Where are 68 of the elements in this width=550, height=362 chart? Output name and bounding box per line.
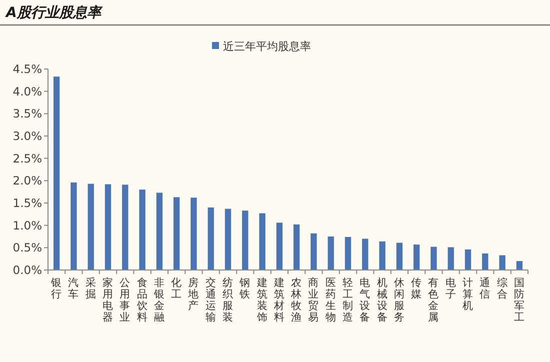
bar [70,182,77,270]
bar [293,224,300,270]
x-tick-label: 汽车 [68,277,80,300]
x-tick-label: 通信 [480,276,491,300]
y-tick-label: 0.0% [12,263,42,277]
bar [499,255,506,270]
x-tick-label: 家用电器 [102,276,114,324]
y-tick-label: 3.0% [12,129,42,143]
y-tick-label: 2.5% [12,151,42,166]
x-tick-label: 建筑装饰 [256,276,268,324]
x-tick-label: 机械设备 [376,277,388,324]
bar [259,213,266,270]
bar [344,236,352,270]
x-tick-label: 食品饮料 [136,277,148,324]
y-tick-label: 2.0% [12,174,42,188]
bar [208,207,214,270]
bar [173,197,180,270]
x-tick-label: 建筑材料 [272,276,285,324]
y-tick-label: 4.5% [12,62,42,76]
x-tick-label: 纺织服装 [222,276,234,324]
x-tick-label: 商业贸易 [308,276,320,324]
bar [242,210,248,270]
x-tick-label: 国防军工 [514,277,525,324]
x-tick-label: 计算机 [462,276,474,312]
x-tick-label: 电气设备 [360,276,371,324]
bar [328,236,334,270]
bar [104,184,112,270]
x-tick-label: 交通运输 [205,276,216,324]
bar [430,246,437,270]
x-tick-label: 采掘 [85,276,96,300]
bar [516,261,523,270]
bar [362,238,368,270]
x-tick-label: 钢铁 [238,277,251,300]
bar [276,222,283,270]
bar [310,233,317,270]
bar [224,208,232,270]
x-tick-label: 非银金融 [152,276,165,324]
x-tick-label: 农林牧渔 [290,277,302,324]
bar [482,253,488,270]
bar [156,192,163,270]
y-tick-label: 0.5% [12,240,42,255]
x-tick-label: 医药生物 [325,277,336,324]
x-tick-label: 银行 [50,277,62,300]
x-tick-label: 休闲服务 [394,277,405,324]
x-tick-label: 化工 [171,277,182,300]
bar [139,190,146,270]
y-tick-label: 1.5% [12,196,42,210]
x-tick-label: 房地产 [187,276,200,312]
y-tick-label: 1.0% [12,218,42,232]
x-tick-label: 轻工制造 [342,277,354,324]
bar [122,184,128,270]
x-tick-label: 电子 [445,276,456,300]
x-tick-label: 公用事业 [120,277,131,324]
y-tick-label: 3.5% [12,106,42,121]
x-tick-label: 传媒 [411,277,422,300]
bar [379,241,386,270]
legend-label: 近三年平均股息率 [223,40,311,53]
y-tick-label: 4.0% [12,84,42,98]
bar [53,76,60,270]
bar [88,184,94,270]
chart-title: A股行业股息率 [5,4,103,21]
bar [413,244,420,270]
bar [464,249,472,270]
x-tick-label: 综合 [496,276,508,300]
bar [396,242,403,270]
bar [448,247,454,270]
x-tick-label: 有色金属 [428,277,440,324]
bar [190,198,197,270]
